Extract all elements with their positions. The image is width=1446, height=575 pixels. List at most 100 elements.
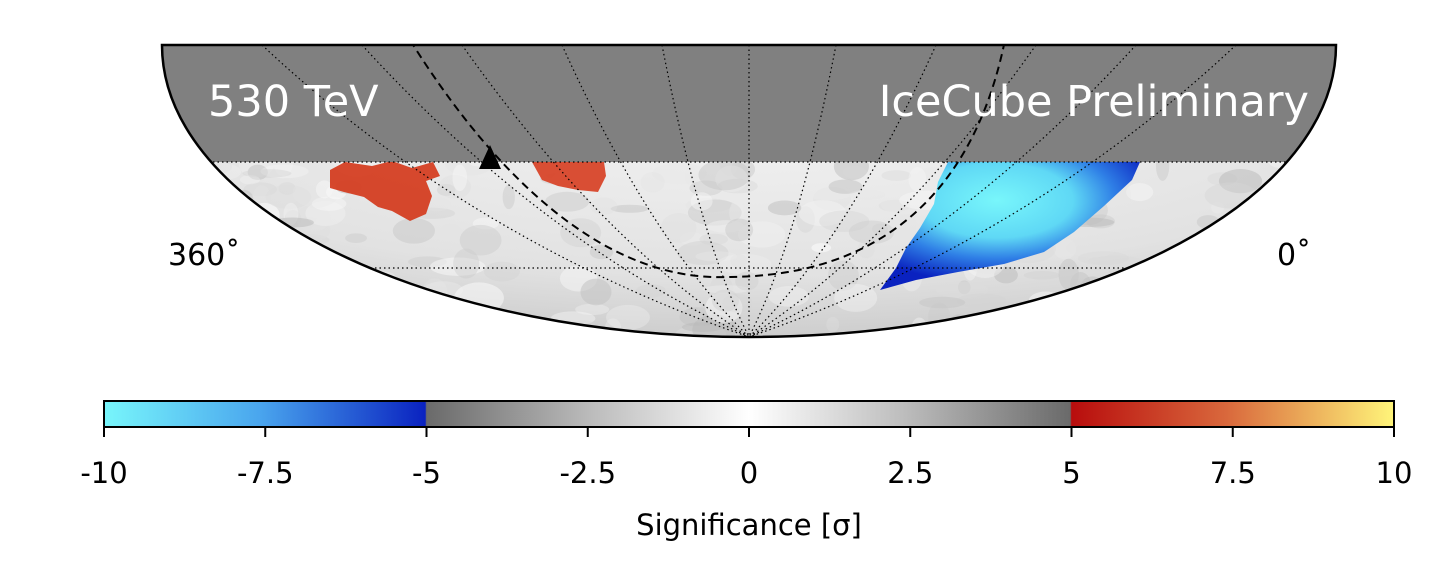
texture-blob <box>1058 258 1079 290</box>
texture-blob <box>1071 308 1108 337</box>
texture-blob <box>849 189 886 200</box>
texture-blob <box>281 308 332 324</box>
grid-ra-line <box>661 45 750 337</box>
texture-blob <box>257 217 274 230</box>
texture-blob <box>168 176 194 209</box>
grid-ra-line <box>748 45 937 337</box>
texture-blob <box>635 284 666 298</box>
texture-blob <box>980 333 1017 337</box>
texture-blob <box>1248 328 1279 337</box>
texture-blob <box>179 182 204 214</box>
texture-blob <box>735 271 759 291</box>
texture-blob <box>811 243 832 253</box>
texture-blob <box>1271 208 1303 229</box>
texture-blob <box>325 307 357 325</box>
texture-blob <box>408 256 447 268</box>
texture-blob <box>275 238 317 259</box>
grid-ra-line <box>461 45 750 337</box>
texture-blob <box>610 204 649 213</box>
texture-blob <box>1066 238 1117 258</box>
colorbar-tick-label: 5 <box>1062 456 1080 490</box>
texture-blob <box>1204 182 1258 209</box>
texture-blob <box>276 276 329 306</box>
texture-blob <box>729 200 745 225</box>
texture-blob <box>1136 321 1167 337</box>
energy-label: 530 TeV <box>208 77 379 127</box>
texture-blob <box>263 276 288 307</box>
texture-blob <box>606 304 650 330</box>
texture-blob <box>265 185 312 209</box>
texture-blob <box>239 175 260 185</box>
texture-blob <box>685 198 732 213</box>
colorbar-gradient <box>103 400 1395 428</box>
texture-blob <box>173 210 193 232</box>
texture-blob <box>677 240 729 266</box>
map-border <box>160 43 1338 339</box>
texture-blob <box>730 254 748 268</box>
texture-blob <box>826 316 840 333</box>
texture-blob <box>911 317 928 337</box>
texture-blob <box>1068 311 1085 337</box>
texture-blob <box>878 199 911 212</box>
texture-blob <box>1311 228 1325 258</box>
texture-blob <box>1229 261 1275 294</box>
texture-blob <box>1293 211 1336 242</box>
texture-blob <box>1291 314 1314 327</box>
texture-blob <box>827 260 859 291</box>
texture-blob <box>1166 300 1183 310</box>
texture-blob <box>575 303 610 316</box>
texture-blob <box>483 261 520 282</box>
texture-blob <box>908 167 927 192</box>
texture-blob <box>881 170 912 181</box>
texture-blob <box>768 286 810 307</box>
galactic-plane <box>409 45 1006 279</box>
texture-blob <box>738 318 794 327</box>
texture-blob <box>1033 312 1066 337</box>
texture-blob <box>1100 288 1124 309</box>
texture-blob <box>589 244 614 260</box>
watermark-label: IceCube Preliminary <box>879 77 1309 127</box>
texture-blob <box>437 223 463 247</box>
texture-blob <box>690 192 713 211</box>
texture-blob <box>280 258 320 289</box>
grid-ra-line <box>561 45 750 337</box>
texture-blob <box>1192 315 1221 337</box>
grid-ra-line <box>361 45 750 337</box>
colorbar-tick-label: -2.5 <box>559 456 616 490</box>
texture-blob <box>242 312 266 337</box>
texture-blob <box>1203 275 1255 294</box>
texture-blob <box>1283 170 1332 180</box>
texture-blob <box>162 215 188 235</box>
texture-blob <box>162 283 186 309</box>
colorbar-tick-label: 7.5 <box>1210 456 1256 490</box>
colorbar-tick-label: 2.5 <box>887 456 933 490</box>
texture-blob <box>1053 238 1077 260</box>
texture-blob <box>717 253 772 275</box>
texture-blob <box>1237 319 1254 337</box>
texture-blob <box>1211 201 1225 214</box>
texture-blob <box>429 257 486 276</box>
texture-blob <box>545 191 590 212</box>
ra-left-label: 360˚ <box>168 238 240 273</box>
texture-blob <box>1163 309 1208 329</box>
texture-blob <box>580 278 612 306</box>
texture-blob <box>1323 190 1336 209</box>
texture-blob <box>684 167 699 186</box>
texture-blob <box>459 224 502 256</box>
texture-blob <box>698 159 751 191</box>
texture-blob <box>798 200 847 227</box>
excess-region-west <box>330 161 440 221</box>
colorbar-tick-label: -10 <box>80 456 127 490</box>
texture-blob <box>453 248 480 279</box>
texture-blob <box>994 266 1018 284</box>
texture-blob <box>362 303 398 325</box>
texture-blob <box>660 213 697 243</box>
texture-blob <box>681 322 723 332</box>
colorbar-ticks: -10 -7.5 -5 -2.5 0 2.5 5 7.5 10 <box>80 427 1412 490</box>
texture-blob <box>290 311 325 337</box>
texture-blob <box>1284 181 1322 195</box>
texture-blob <box>935 281 989 299</box>
texture-blob <box>326 270 355 291</box>
texture-blob <box>1233 242 1271 274</box>
